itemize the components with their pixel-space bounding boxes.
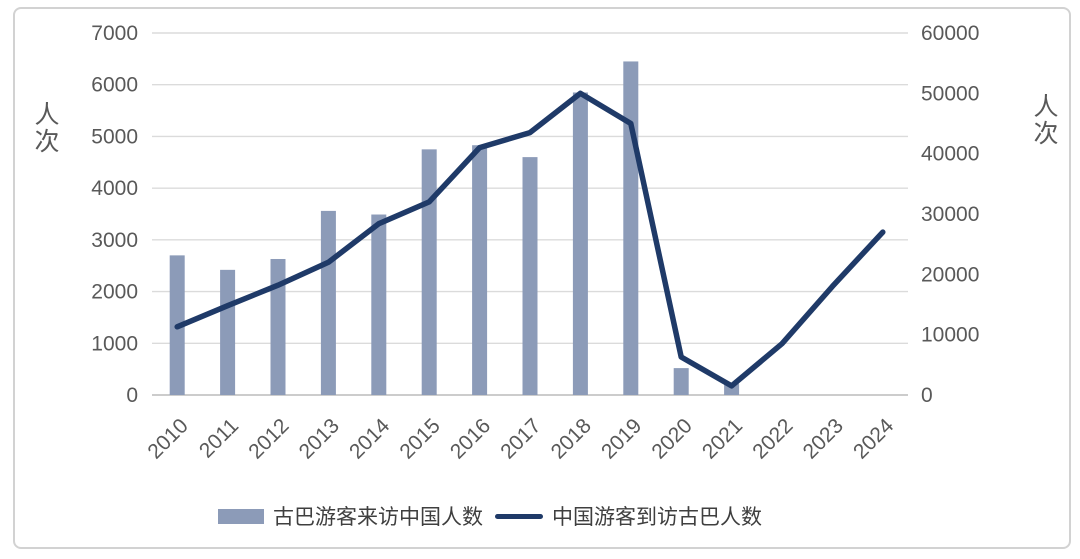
- right-axis-tick-0: 0: [921, 384, 933, 407]
- x-axis-tick-2017: 2017: [496, 414, 545, 463]
- bar-2016: [472, 145, 488, 395]
- bar-2013: [320, 210, 336, 395]
- legend-label-bar-series: 古巴游客来访中国人数: [273, 506, 483, 529]
- left-axis-tick-1000: 1000: [91, 332, 138, 355]
- bar-series-swatch-icon: [218, 508, 264, 524]
- left-axis-title: 人次: [31, 101, 59, 155]
- line-series: [174, 90, 886, 389]
- bar-2015: [421, 149, 437, 395]
- left-axis-tick-6000: 6000: [91, 74, 138, 97]
- chart-card: [13, 7, 1071, 549]
- bar-2018: [572, 92, 588, 395]
- legend-label-line-series: 中国游客到访古巴人数: [552, 506, 762, 529]
- legend-item-line-series: 中国游客到访古巴人数: [495, 501, 762, 531]
- right-axis-tick-50000: 50000: [921, 82, 979, 105]
- bar-2021: [724, 383, 740, 395]
- x-axis-tick-2014: 2014: [345, 414, 395, 464]
- left-axis-tick-3000: 3000: [91, 229, 138, 252]
- bar-2012: [270, 258, 286, 395]
- right-axis-title: 人次: [1030, 93, 1058, 147]
- x-axis-tick-2021: 2021: [698, 414, 747, 463]
- left-axis-tick-7000: 7000: [91, 22, 138, 45]
- x-axis-tick-2013: 2013: [295, 414, 344, 463]
- left-axis-tick-5000: 5000: [91, 125, 138, 148]
- right-axis-tick-60000: 60000: [921, 22, 979, 45]
- x-axis-tick-2010: 2010: [143, 414, 192, 463]
- left-axis-tick-4000: 4000: [91, 177, 138, 200]
- x-axis-tick-2024: 2024: [849, 414, 899, 464]
- right-axis-tick-20000: 20000: [921, 263, 979, 286]
- bar-2017: [522, 157, 538, 395]
- x-axis-tick-2023: 2023: [799, 414, 848, 463]
- right-axis-tick-30000: 30000: [921, 203, 979, 226]
- chart-legend: 古巴游客来访中国人数 中国游客到访古巴人数: [0, 499, 980, 533]
- legend-item-bar-series: 古巴游客来访中国人数: [218, 501, 483, 531]
- x-axis-tick-2016: 2016: [446, 414, 495, 463]
- x-axis-tick-2015: 2015: [395, 414, 444, 463]
- right-axis-tick-10000: 10000: [921, 324, 979, 347]
- bar-2011: [220, 269, 236, 395]
- x-axis-tick-2020: 2020: [647, 414, 696, 463]
- left-axis-tick-2000: 2000: [91, 281, 138, 304]
- line-series-swatch-icon: [495, 513, 543, 519]
- x-axis-tick-2022: 2022: [748, 414, 797, 463]
- x-axis-tick-2018: 2018: [547, 414, 596, 463]
- left-axis-tick-0: 0: [126, 384, 138, 407]
- right-axis-tick-40000: 40000: [921, 143, 979, 166]
- bar-2020: [673, 368, 689, 395]
- bar-2019: [623, 61, 639, 395]
- x-axis-tick-2012: 2012: [244, 414, 293, 463]
- bar-2014: [371, 214, 387, 395]
- x-axis-tick-2019: 2019: [597, 414, 646, 463]
- x-axis-tick-2011: 2011: [195, 414, 243, 462]
